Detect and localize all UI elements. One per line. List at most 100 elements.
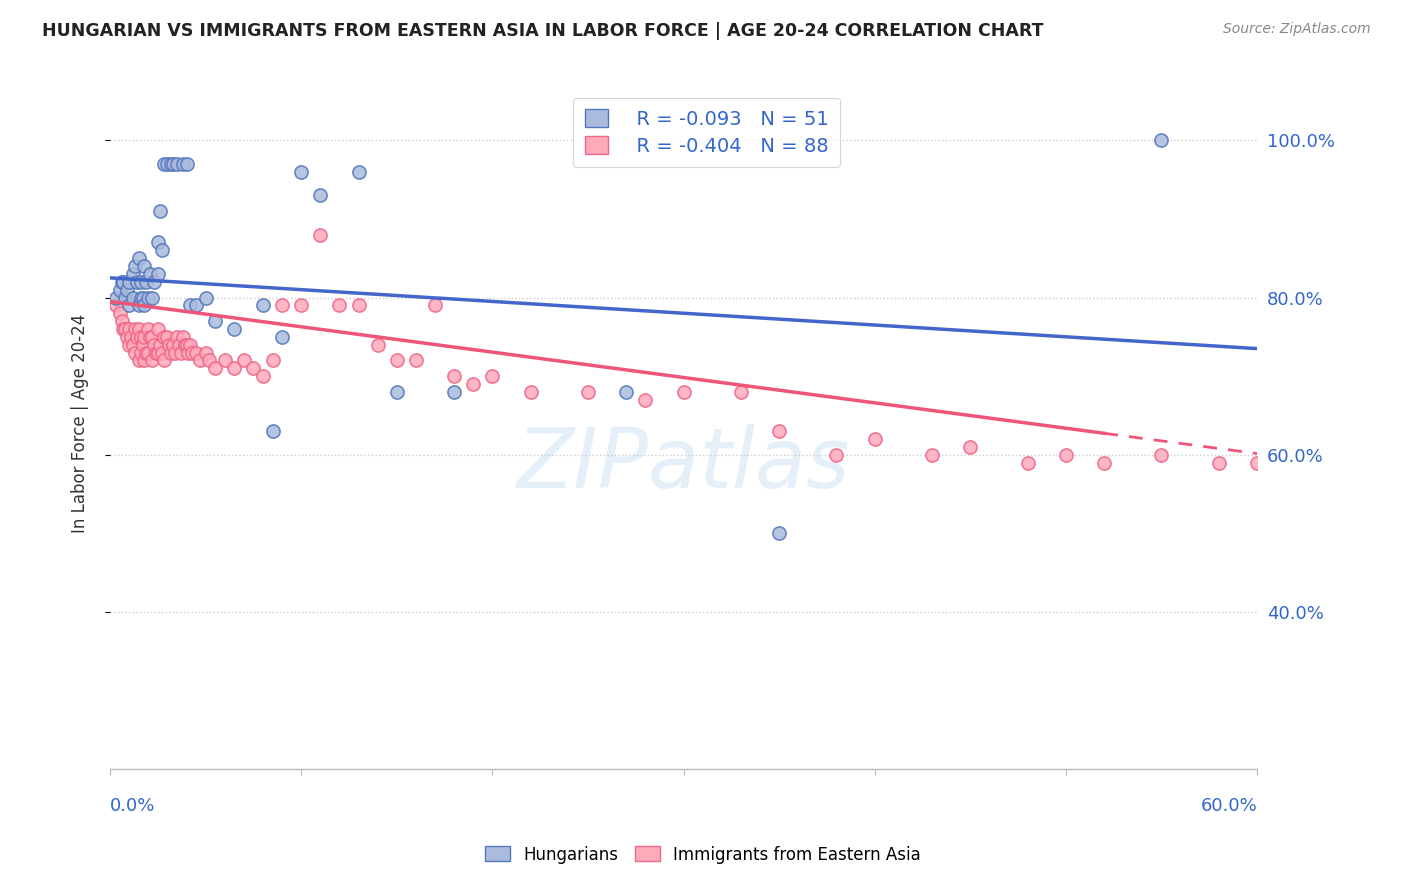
Point <box>141 353 163 368</box>
Point <box>443 384 465 399</box>
Point <box>328 298 350 312</box>
Point <box>1246 456 1268 470</box>
Point <box>167 337 190 351</box>
Point <box>122 337 145 351</box>
Point <box>825 448 848 462</box>
Point <box>194 291 217 305</box>
Point <box>134 353 156 368</box>
Point <box>146 235 169 250</box>
Point <box>176 157 198 171</box>
Point <box>129 330 152 344</box>
Point <box>136 322 159 336</box>
Point <box>129 275 152 289</box>
Point <box>290 165 312 179</box>
Text: 0.0%: 0.0% <box>110 797 156 814</box>
Point <box>152 330 174 344</box>
Point <box>118 275 141 289</box>
Point <box>1017 456 1039 470</box>
Point <box>152 157 174 171</box>
Point <box>204 361 226 376</box>
Point <box>463 376 485 391</box>
Point <box>124 322 146 336</box>
Point <box>768 526 790 541</box>
Point <box>112 275 135 289</box>
Point <box>262 424 284 438</box>
Point <box>108 283 131 297</box>
Point <box>170 345 193 359</box>
Point <box>224 322 246 336</box>
Point <box>162 157 184 171</box>
Point <box>104 291 127 305</box>
Point <box>1092 456 1115 470</box>
Point <box>118 298 141 312</box>
Point <box>160 345 183 359</box>
Point <box>1208 456 1230 470</box>
Point <box>141 291 163 305</box>
Point <box>120 330 142 344</box>
Point <box>271 330 294 344</box>
Text: Source: ZipAtlas.com: Source: ZipAtlas.com <box>1223 22 1371 37</box>
Point <box>128 298 150 312</box>
Point <box>166 330 188 344</box>
Point <box>309 227 332 242</box>
Point <box>128 353 150 368</box>
Point <box>172 157 194 171</box>
Point <box>863 432 886 446</box>
Point <box>347 165 370 179</box>
Point <box>271 298 294 312</box>
Point <box>135 345 157 359</box>
Point <box>135 275 157 289</box>
Point <box>1284 456 1306 470</box>
Point <box>136 291 159 305</box>
Point <box>347 298 370 312</box>
Point <box>134 298 156 312</box>
Point <box>179 298 201 312</box>
Point <box>143 337 166 351</box>
Text: HUNGARIAN VS IMMIGRANTS FROM EASTERN ASIA IN LABOR FORCE | AGE 20-24 CORRELATION: HUNGARIAN VS IMMIGRANTS FROM EASTERN ASI… <box>42 22 1043 40</box>
Point <box>128 322 150 336</box>
Point <box>224 361 246 376</box>
Point <box>114 291 136 305</box>
Point <box>139 267 162 281</box>
Point <box>125 330 148 344</box>
Point <box>129 345 152 359</box>
Point <box>124 345 146 359</box>
Point <box>252 369 274 384</box>
Point <box>204 314 226 328</box>
Point <box>165 345 187 359</box>
Point <box>146 322 169 336</box>
Point <box>117 330 139 344</box>
Point <box>184 345 207 359</box>
Point <box>150 244 173 258</box>
Point <box>149 337 172 351</box>
Point <box>921 448 943 462</box>
Point <box>242 361 264 376</box>
Point <box>1150 133 1173 147</box>
Point <box>672 384 695 399</box>
Point <box>634 392 657 407</box>
Point <box>232 353 254 368</box>
Point <box>385 384 408 399</box>
Legend:   R = -0.093   N = 51,   R = -0.404   N = 88: R = -0.093 N = 51, R = -0.404 N = 88 <box>574 97 839 168</box>
Point <box>367 337 389 351</box>
Point <box>117 283 139 297</box>
Point <box>198 353 221 368</box>
Point <box>134 259 156 273</box>
Point <box>146 345 169 359</box>
Point <box>149 204 172 219</box>
Point <box>576 384 599 399</box>
Point <box>385 353 408 368</box>
Point <box>730 384 752 399</box>
Point <box>1150 448 1173 462</box>
Legend: Hungarians, Immigrants from Eastern Asia: Hungarians, Immigrants from Eastern Asia <box>478 839 928 871</box>
Point <box>104 298 127 312</box>
Point <box>129 291 152 305</box>
Point <box>519 384 541 399</box>
Point <box>179 337 201 351</box>
Point <box>131 291 153 305</box>
Point <box>157 337 180 351</box>
Point <box>118 322 141 336</box>
Point <box>122 267 145 281</box>
Point <box>481 369 503 384</box>
Y-axis label: In Labor Force | Age 20-24: In Labor Force | Age 20-24 <box>72 314 89 533</box>
